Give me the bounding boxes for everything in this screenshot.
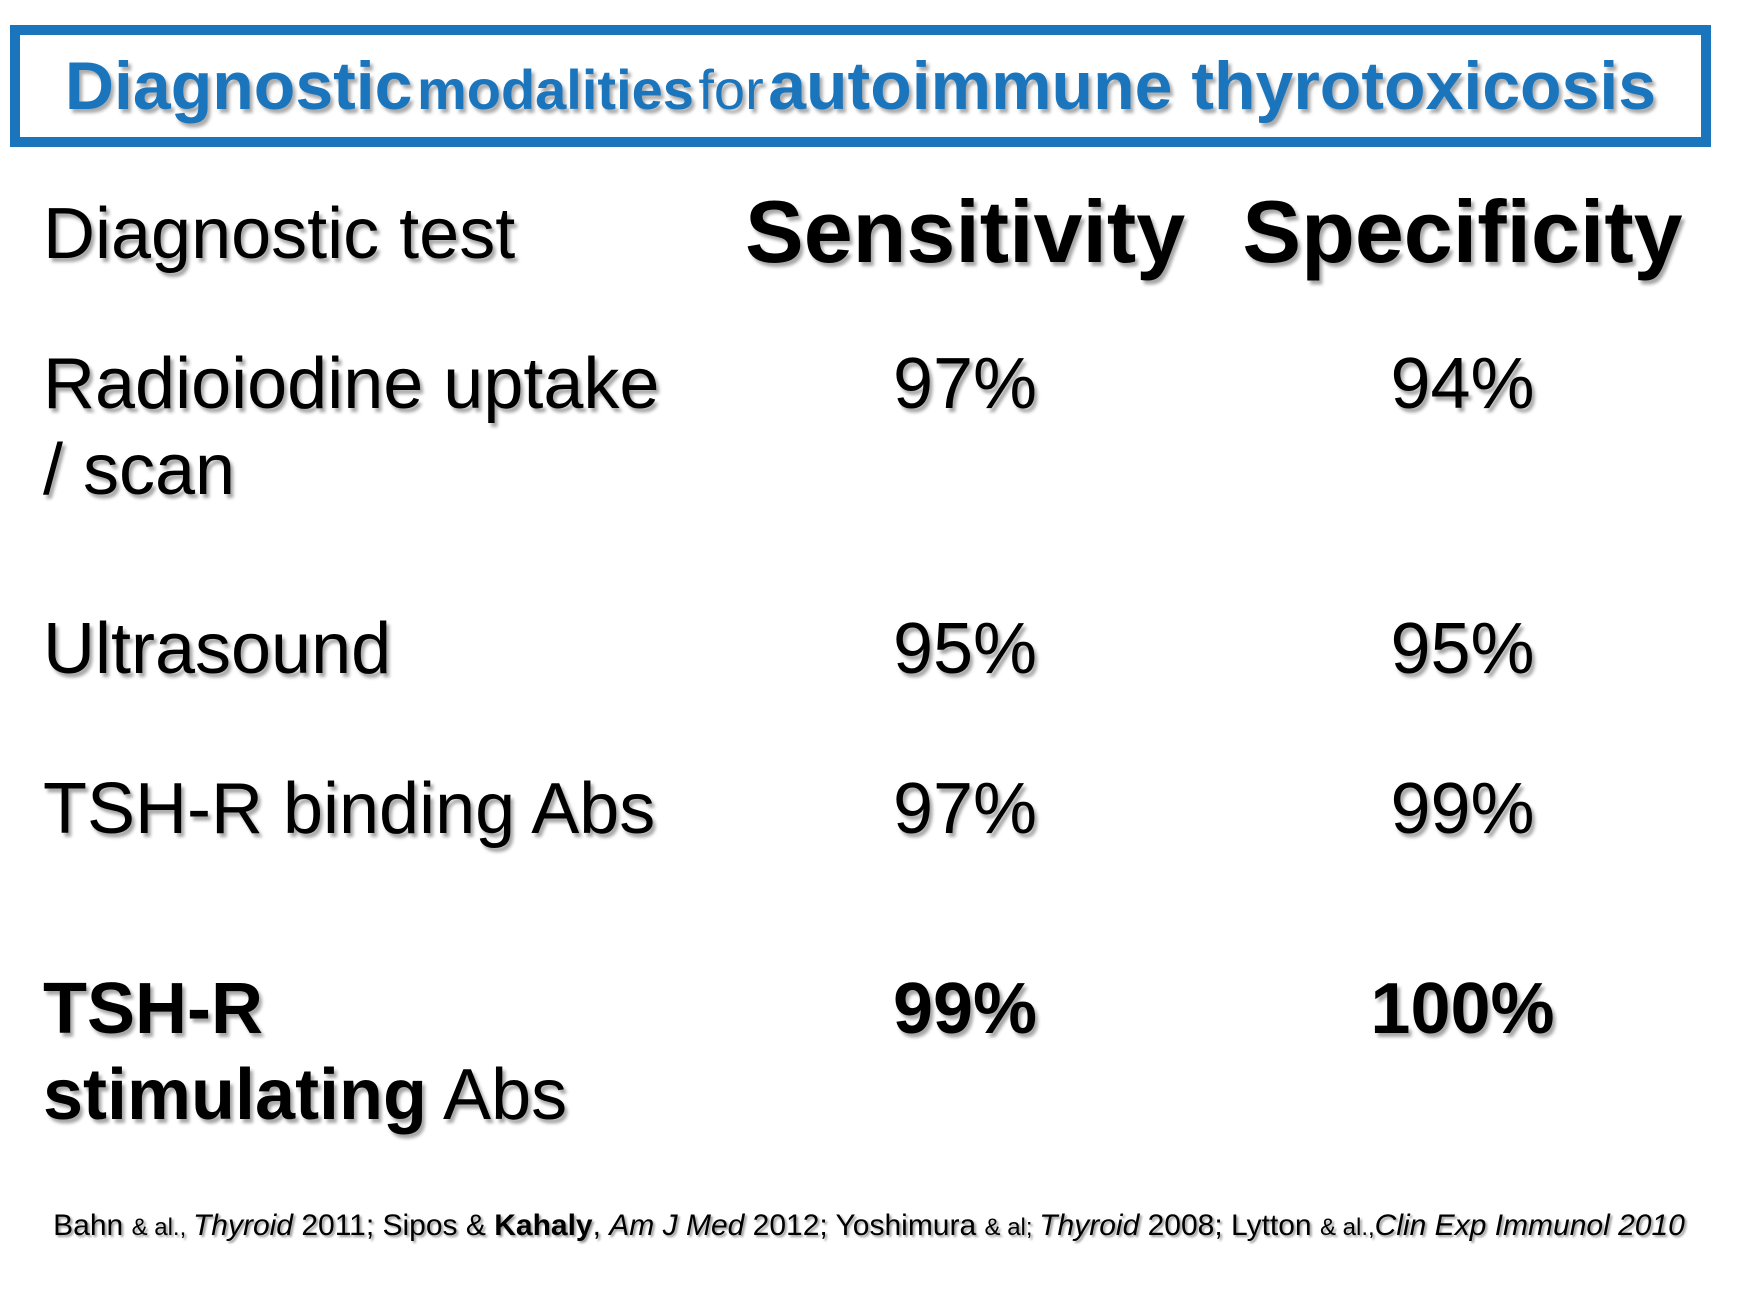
citation-segment: Kahaly (494, 1209, 593, 1242)
title-word-for: for (698, 58, 764, 121)
test-name: Ultrasound (43, 609, 392, 689)
citation-segment: & al., (131, 1214, 193, 1241)
citation: Bahn & al., Thyroid 2011; Sipos & Kahaly… (0, 1208, 1738, 1244)
column-header-specificity: Specificity (1242, 182, 1683, 281)
citation-segment: Clin Exp Immunol 2010 (1374, 1209, 1685, 1242)
title-word-modalities: modalities (416, 58, 694, 121)
test-name-line2-regular: Abs (443, 1055, 568, 1136)
citation-segment: Thyroid (192, 1209, 293, 1242)
sensitivity-value: 97% (892, 769, 1038, 849)
specificity-value: 95% (1390, 609, 1535, 689)
column-header-sensitivity: Sensitivity (745, 182, 1186, 281)
sensitivity-value: 97% (892, 344, 1038, 424)
test-name-line2: / scan (43, 430, 236, 511)
specificity-value: 99% (1390, 769, 1535, 849)
slide-title: Diagnostic modalities for autoimmune thy… (65, 52, 1656, 120)
test-name-line2: stimulating Abs (43, 1052, 567, 1138)
citation-segment: 2008; Lytton (1139, 1209, 1320, 1242)
test-name-line1: TSH-R (43, 969, 263, 1049)
test-name: Radioiodine uptake / scan (43, 341, 659, 514)
citation-segment: & al., (1319, 1214, 1375, 1241)
title-word-diagnostic: Diagnostic (64, 48, 413, 124)
citation-segment: Thyroid (1039, 1209, 1140, 1242)
test-name: TSH-R binding Abs (43, 769, 656, 849)
column-header-test: Diagnostic test (43, 194, 516, 274)
specificity-value: 100% (1370, 969, 1555, 1049)
citation-segment: Bahn (53, 1209, 132, 1242)
citation-segment: , (592, 1209, 610, 1242)
test-name-line2-bold: stimulating (43, 1055, 428, 1136)
citation-segment: 2012; (744, 1209, 836, 1242)
title-box: Diagnostic modalities for autoimmune thy… (10, 25, 1711, 147)
sensitivity-value: 95% (892, 609, 1038, 689)
test-name-line1: Radioiodine uptake (43, 344, 660, 424)
citation-segment: & al; (984, 1214, 1040, 1241)
citation-segment: 2011; Sipos & (292, 1209, 495, 1242)
sensitivity-value: 99% (892, 969, 1038, 1049)
citation-segment: Am J Med (609, 1209, 745, 1242)
specificity-value: 94% (1390, 344, 1535, 424)
citation-segment: Yoshimura (835, 1209, 985, 1242)
test-name: TSH-R stimulating Abs (43, 966, 567, 1139)
title-word-autoimmune-thyrotoxicosis: autoimmune thyrotoxicosis (768, 48, 1657, 124)
